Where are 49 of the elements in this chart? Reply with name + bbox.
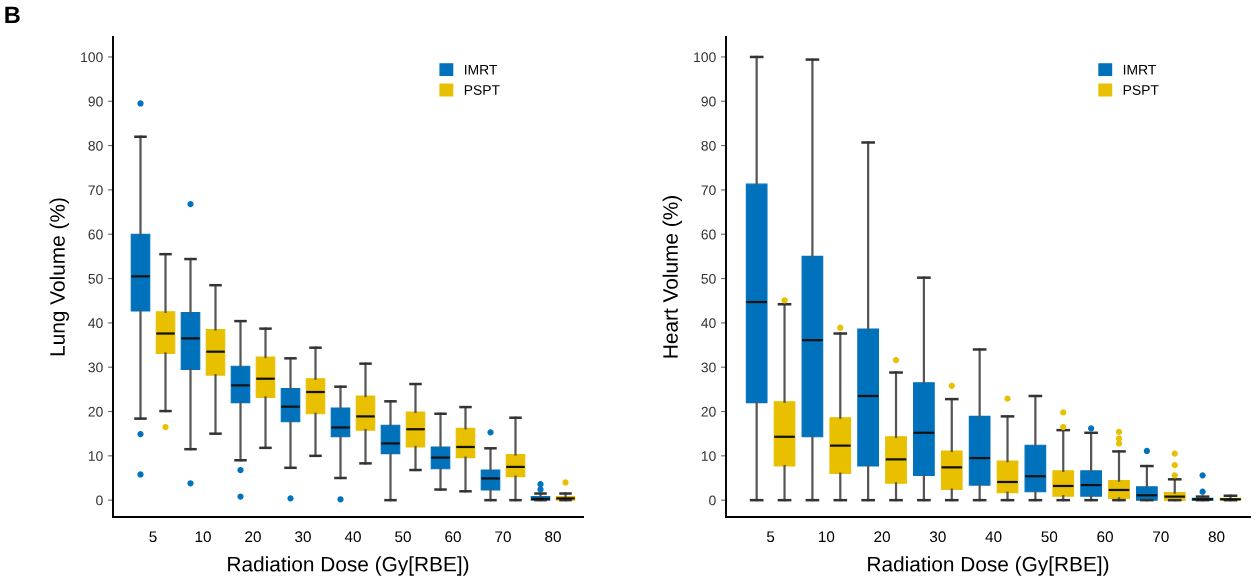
y-tick-label: 50 bbox=[88, 273, 103, 284]
y-tick-label: 70 bbox=[701, 185, 716, 196]
x-tick-label: 60 bbox=[1097, 531, 1113, 543]
y-tick-label: 100 bbox=[694, 52, 716, 63]
x-tick-label: 20 bbox=[245, 531, 261, 543]
x-tick-label: 30 bbox=[295, 531, 311, 543]
y-tick-label: 70 bbox=[88, 185, 103, 196]
x-tick-label: 5 bbox=[149, 531, 157, 543]
x-tick-label: 40 bbox=[344, 531, 361, 543]
legend-label: PSPT bbox=[464, 85, 500, 95]
y-tick-label: 30 bbox=[701, 362, 716, 373]
y-tick-label: 90 bbox=[701, 96, 716, 107]
x-tick-label: 60 bbox=[445, 531, 461, 543]
y-tick-label: 20 bbox=[88, 406, 103, 417]
x-tick-label: 70 bbox=[1153, 531, 1169, 543]
x-axis-title: Radiation Dose (Gy[RBE]) bbox=[868, 556, 1109, 576]
y-tick-label: 60 bbox=[88, 229, 103, 240]
x-tick-label: 80 bbox=[1208, 531, 1225, 543]
x-tick-label: 70 bbox=[495, 531, 511, 543]
x-tick-label: 40 bbox=[985, 531, 1002, 543]
x-tick-label: 80 bbox=[545, 531, 561, 543]
x-tick-label: 50 bbox=[395, 531, 411, 543]
y-tick-label: 50 bbox=[701, 273, 716, 284]
x-tick-label: 50 bbox=[1041, 531, 1058, 543]
legend-label: IMRT bbox=[1123, 64, 1157, 75]
y-tick-label: 80 bbox=[701, 140, 716, 151]
y-tick-label: 90 bbox=[88, 96, 103, 107]
text: B bbox=[5, 6, 20, 23]
x-tick-label: 30 bbox=[929, 531, 946, 543]
x-axis-title: Radiation Dose (Gy[RBE]) bbox=[228, 556, 469, 576]
x-tick-label: 10 bbox=[819, 531, 835, 543]
y-tick-label: 20 bbox=[701, 406, 716, 417]
y-tick-label: 0 bbox=[96, 495, 103, 506]
y-tick-label: 80 bbox=[88, 140, 103, 151]
y-axis-title: Lung Volume (%) bbox=[49, 198, 69, 356]
y-tick-label: 10 bbox=[701, 451, 716, 462]
y-tick-label: 40 bbox=[701, 318, 716, 329]
x-tick-label: 20 bbox=[874, 531, 890, 543]
y-tick-label: 0 bbox=[709, 495, 716, 506]
y-axis-title: Heart Volume (%) bbox=[662, 196, 682, 358]
x-tick-label: 10 bbox=[195, 531, 211, 543]
y-tick-label: 10 bbox=[88, 451, 103, 462]
x-tick-label: 5 bbox=[766, 531, 775, 543]
legend-label: IMRT bbox=[465, 64, 498, 75]
y-tick-label: 40 bbox=[88, 318, 103, 329]
y-tick-label: 60 bbox=[701, 229, 716, 240]
y-tick-label: 30 bbox=[88, 362, 103, 373]
legend-label: PSPT bbox=[1123, 85, 1159, 95]
y-tick-label: 100 bbox=[81, 52, 103, 63]
